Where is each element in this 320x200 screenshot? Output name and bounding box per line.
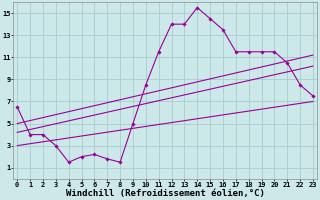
X-axis label: Windchill (Refroidissement éolien,°C): Windchill (Refroidissement éolien,°C) [66, 189, 265, 198]
